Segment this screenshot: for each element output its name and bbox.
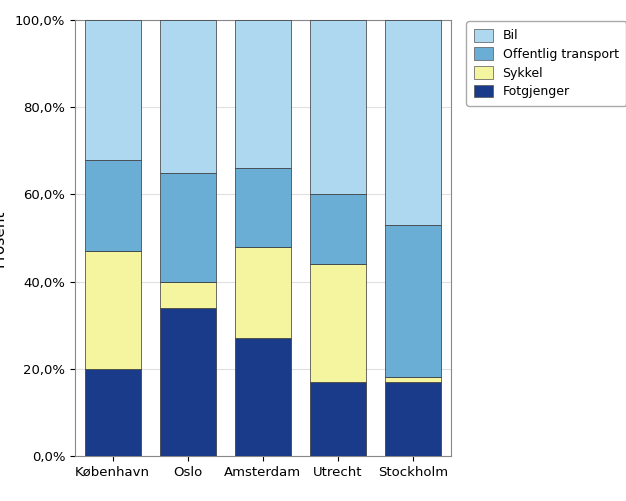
Bar (85, 20, 141, 159)
Bar (385, 20, 441, 225)
Bar (85, 369, 141, 456)
Legend: Bil, Offentlig transport, Sykkel, Fotgjenger: Bil, Offentlig transport, Sykkel, Fotgje… (466, 21, 626, 106)
Bar (385, 225, 441, 377)
Bar (310, 264, 366, 382)
Bar (85, 159, 141, 251)
Bar (235, 338, 291, 456)
Bar (385, 377, 441, 382)
Bar (310, 194, 366, 264)
Bar (310, 20, 366, 194)
Bar (160, 173, 216, 282)
Bar (235, 20, 291, 168)
Bar (235, 168, 291, 246)
Bar (85, 251, 141, 369)
Bar (160, 282, 216, 308)
Bar (235, 246, 291, 338)
Bar (385, 382, 441, 456)
Bar (160, 20, 216, 173)
Bar (310, 382, 366, 456)
Bar (160, 308, 216, 456)
Y-axis label: Prosent: Prosent (0, 209, 7, 267)
